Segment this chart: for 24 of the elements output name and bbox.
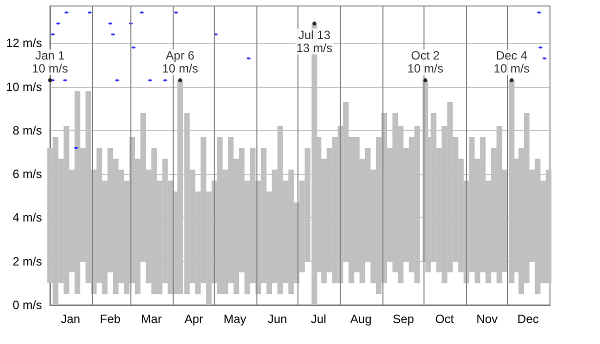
annotation: Dec 4 10 m/s bbox=[494, 48, 530, 76]
annotation: Jan 1 10 m/s bbox=[32, 48, 68, 76]
x-tick-label: Dec bbox=[517, 312, 539, 326]
y-tick-label: 12 m/s bbox=[6, 36, 42, 50]
y-tick-label: 10 m/s bbox=[6, 80, 42, 94]
x-tick-label: Mar bbox=[141, 312, 162, 326]
x-tick-label: Feb bbox=[100, 312, 121, 326]
y-tick-label: 8 m/s bbox=[12, 123, 42, 138]
y-tick-label: 4 m/s bbox=[12, 210, 42, 225]
y-tick-label: 6 m/s bbox=[12, 167, 42, 182]
annotation: Jul 13 13 m/s bbox=[296, 28, 332, 55]
y-tick-label: 0 m/s bbox=[12, 298, 42, 312]
x-tick-label: May bbox=[224, 312, 246, 326]
x-tick-label: Jul bbox=[310, 312, 326, 326]
annotation: Oct 2 10 m/s bbox=[407, 48, 444, 76]
y-tick-label: 2 m/s bbox=[12, 254, 42, 268]
annotation: Apr 6 10 m/s bbox=[162, 48, 198, 76]
x-tick-label: Nov bbox=[476, 312, 498, 326]
x-tick-label: Oct bbox=[435, 312, 455, 326]
x-tick-label: Jun bbox=[268, 312, 288, 326]
x-tick-label: Jan bbox=[60, 312, 80, 326]
x-tick-label: Sep bbox=[392, 312, 414, 326]
x-tick-label: Apr bbox=[184, 312, 204, 326]
x-tick-label: Aug bbox=[350, 312, 372, 326]
